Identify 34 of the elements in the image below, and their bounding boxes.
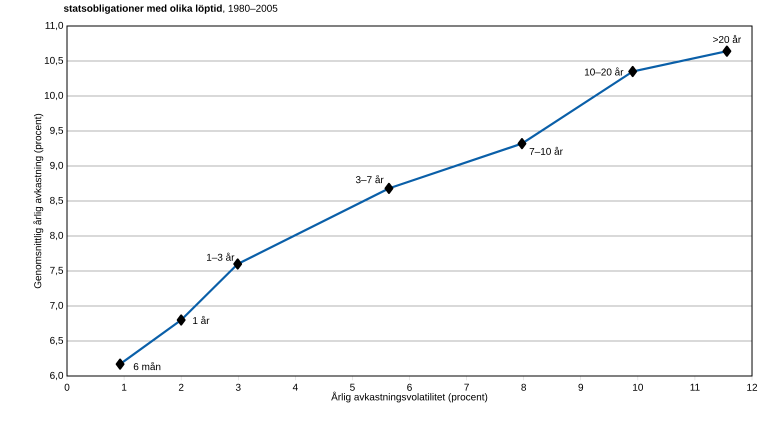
y-tick-label: 7,5: [50, 266, 64, 276]
x-tick-label: 5: [350, 384, 355, 391]
x-tick-label: 9: [578, 384, 584, 391]
x-tick-label: 1: [122, 384, 126, 391]
x-tick-label: 10: [633, 384, 643, 391]
x-tick-label: 2: [178, 384, 184, 391]
x-tick-label: 6: [407, 384, 412, 391]
y-tick-label: 6,5: [50, 336, 64, 346]
x-tick-label: 4: [292, 384, 298, 391]
y-tick-label: 7,0: [50, 302, 64, 310]
annotation: 10–20 år: [584, 67, 624, 76]
y-tick-label: 10,5: [44, 56, 64, 66]
x-axis-title: Årlig avkastningsvolatilitet (procent): [331, 392, 488, 402]
x-tick-label: 11: [690, 384, 700, 391]
y-tick-label: 8,5: [50, 196, 64, 206]
annotation: 1 år: [193, 316, 210, 324]
y-tick-label: 10,0: [44, 92, 64, 100]
annotation: 6 mån: [134, 362, 160, 370]
annotation: 7–10 år: [530, 146, 563, 155]
y-tick-label: 9,0: [50, 162, 64, 170]
chart-title: statsobligationer med olika löptid, 1980–2005: [64, 4, 278, 14]
y-tick-label: 6,0: [50, 372, 64, 380]
x-tick-label: 12: [747, 384, 758, 391]
y-tick-label: 11,0: [46, 22, 64, 30]
y-tick-label: 8,0: [50, 232, 64, 240]
y-tick-label: 9,5: [50, 126, 64, 136]
annotation: 1–3 år: [207, 252, 234, 261]
y-axis-title: Genomsnittlig årlig avkastning (procent): [33, 114, 44, 288]
x-tick-label: 8: [521, 384, 526, 391]
x-tick-label: 3: [236, 384, 241, 391]
annotation: >20 år: [713, 34, 741, 43]
x-tick-label: 0: [64, 384, 70, 391]
annotation: 3–7 år: [356, 175, 384, 184]
x-tick-label: 7: [464, 384, 469, 391]
